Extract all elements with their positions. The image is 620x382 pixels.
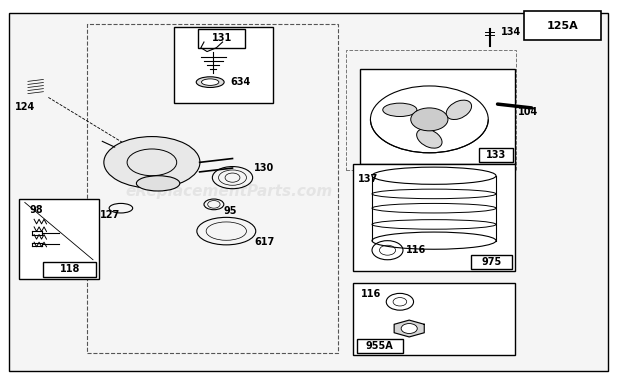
Text: 131: 131 <box>211 33 232 43</box>
Text: 98: 98 <box>30 205 43 215</box>
Text: 955A: 955A <box>366 341 394 351</box>
Text: 95: 95 <box>223 206 237 216</box>
Ellipse shape <box>202 79 219 86</box>
Polygon shape <box>394 320 424 337</box>
FancyBboxPatch shape <box>524 11 601 40</box>
Circle shape <box>410 108 448 131</box>
Text: 137: 137 <box>358 174 379 184</box>
FancyBboxPatch shape <box>353 164 515 271</box>
Text: 104: 104 <box>518 107 538 117</box>
Text: 118: 118 <box>60 264 80 274</box>
Text: 127: 127 <box>100 210 120 220</box>
Text: 133: 133 <box>486 150 506 160</box>
Ellipse shape <box>383 103 417 117</box>
Text: 134: 134 <box>501 28 521 37</box>
Circle shape <box>401 324 417 333</box>
Text: 116: 116 <box>361 289 381 299</box>
Text: 617: 617 <box>254 237 275 247</box>
Ellipse shape <box>196 77 224 87</box>
FancyBboxPatch shape <box>198 29 245 48</box>
Ellipse shape <box>417 129 442 148</box>
FancyBboxPatch shape <box>479 148 513 162</box>
Text: 130: 130 <box>254 163 275 173</box>
FancyBboxPatch shape <box>360 69 515 164</box>
Text: 124: 124 <box>15 102 35 112</box>
FancyBboxPatch shape <box>174 27 273 103</box>
FancyBboxPatch shape <box>9 13 608 371</box>
FancyBboxPatch shape <box>356 339 403 353</box>
Ellipse shape <box>136 176 180 191</box>
FancyBboxPatch shape <box>43 262 96 277</box>
Text: eReplacementParts.com: eReplacementParts.com <box>126 183 333 199</box>
Ellipse shape <box>104 137 200 188</box>
Text: 125A: 125A <box>547 21 579 31</box>
Text: 116: 116 <box>406 245 427 255</box>
FancyBboxPatch shape <box>471 255 511 269</box>
Text: 634: 634 <box>230 77 250 87</box>
FancyBboxPatch shape <box>353 283 515 355</box>
Ellipse shape <box>446 100 472 120</box>
FancyBboxPatch shape <box>19 199 99 279</box>
Text: 975: 975 <box>482 257 502 267</box>
